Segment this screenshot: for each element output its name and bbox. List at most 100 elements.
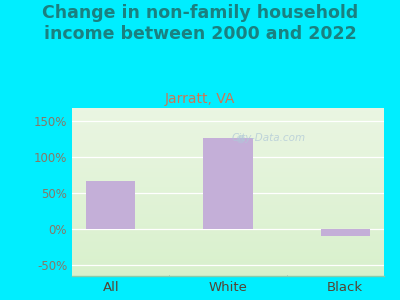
Bar bbox=[72, 202, 384, 204]
Bar bbox=[72, 155, 384, 157]
Bar bbox=[72, 140, 384, 142]
Bar bbox=[72, 199, 384, 200]
Bar bbox=[72, 207, 384, 209]
Bar bbox=[72, 169, 384, 170]
Bar bbox=[72, 257, 384, 259]
Bar bbox=[72, 116, 384, 118]
Bar bbox=[72, 170, 384, 172]
Bar bbox=[72, 160, 384, 162]
Bar bbox=[72, 244, 384, 246]
Bar bbox=[72, 185, 384, 187]
Bar bbox=[72, 180, 384, 182]
Bar bbox=[72, 113, 384, 115]
Bar bbox=[72, 133, 384, 135]
Bar bbox=[72, 108, 384, 110]
Bar bbox=[72, 251, 384, 253]
Bar bbox=[72, 209, 384, 211]
Bar bbox=[72, 167, 384, 169]
Bar bbox=[72, 175, 384, 177]
Bar bbox=[72, 214, 384, 215]
Bar bbox=[72, 178, 384, 180]
Text: Jarratt, VA: Jarratt, VA bbox=[165, 92, 235, 106]
Bar bbox=[72, 273, 384, 274]
Bar bbox=[72, 147, 384, 148]
Bar bbox=[72, 127, 384, 128]
Bar bbox=[72, 157, 384, 158]
Bar bbox=[72, 115, 384, 116]
Bar bbox=[72, 274, 384, 276]
Bar bbox=[72, 142, 384, 143]
Text: ●: ● bbox=[236, 133, 245, 143]
Bar bbox=[72, 232, 384, 234]
Bar bbox=[72, 120, 384, 122]
Bar bbox=[72, 110, 384, 111]
Bar bbox=[72, 231, 384, 232]
Bar bbox=[72, 236, 384, 237]
Bar bbox=[72, 262, 384, 264]
Bar bbox=[72, 125, 384, 127]
Bar bbox=[72, 172, 384, 173]
Bar bbox=[72, 227, 384, 229]
Bar bbox=[72, 264, 384, 266]
Bar bbox=[72, 131, 384, 133]
Bar bbox=[72, 158, 384, 160]
Bar bbox=[72, 268, 384, 269]
Bar bbox=[72, 212, 384, 214]
Bar bbox=[72, 143, 384, 145]
Bar bbox=[86, 181, 136, 229]
Bar bbox=[72, 220, 384, 222]
Bar bbox=[72, 246, 384, 248]
Bar bbox=[72, 215, 384, 217]
Bar bbox=[203, 138, 253, 229]
Bar bbox=[72, 152, 384, 153]
Bar bbox=[320, 229, 370, 236]
Bar bbox=[72, 219, 384, 220]
Bar bbox=[72, 239, 384, 241]
Bar bbox=[72, 229, 384, 231]
Bar bbox=[72, 195, 384, 197]
Bar bbox=[72, 130, 384, 131]
Bar bbox=[72, 226, 384, 227]
Bar bbox=[72, 194, 384, 195]
Bar bbox=[72, 271, 384, 273]
Bar bbox=[72, 165, 384, 167]
Bar bbox=[72, 128, 384, 130]
Bar bbox=[72, 266, 384, 268]
Bar bbox=[72, 162, 384, 164]
Bar bbox=[72, 217, 384, 219]
Bar bbox=[72, 259, 384, 261]
Bar bbox=[72, 237, 384, 239]
Bar bbox=[72, 241, 384, 242]
Bar bbox=[72, 242, 384, 244]
Bar bbox=[72, 138, 384, 140]
Bar bbox=[72, 136, 384, 138]
Bar bbox=[72, 261, 384, 262]
Bar bbox=[72, 111, 384, 113]
Bar bbox=[72, 135, 384, 136]
Bar bbox=[72, 222, 384, 224]
Bar bbox=[72, 254, 384, 256]
Bar bbox=[72, 249, 384, 251]
Bar bbox=[72, 148, 384, 150]
Bar bbox=[72, 211, 384, 212]
Bar bbox=[72, 187, 384, 189]
Bar bbox=[72, 182, 384, 184]
Bar bbox=[72, 206, 384, 207]
Bar bbox=[72, 253, 384, 254]
Bar bbox=[72, 256, 384, 257]
Bar bbox=[72, 173, 384, 175]
Bar bbox=[72, 164, 384, 165]
Bar bbox=[72, 269, 384, 271]
Bar bbox=[72, 204, 384, 206]
Text: Change in non-family household
income between 2000 and 2022: Change in non-family household income be… bbox=[42, 4, 358, 43]
Bar bbox=[72, 224, 384, 226]
Bar bbox=[72, 192, 384, 194]
Bar bbox=[72, 197, 384, 199]
Bar bbox=[72, 189, 384, 190]
Bar bbox=[72, 150, 384, 152]
Bar bbox=[72, 234, 384, 236]
Bar bbox=[72, 200, 384, 202]
Bar bbox=[72, 118, 384, 120]
Bar bbox=[72, 153, 384, 155]
Text: City-Data.com: City-Data.com bbox=[232, 133, 306, 143]
